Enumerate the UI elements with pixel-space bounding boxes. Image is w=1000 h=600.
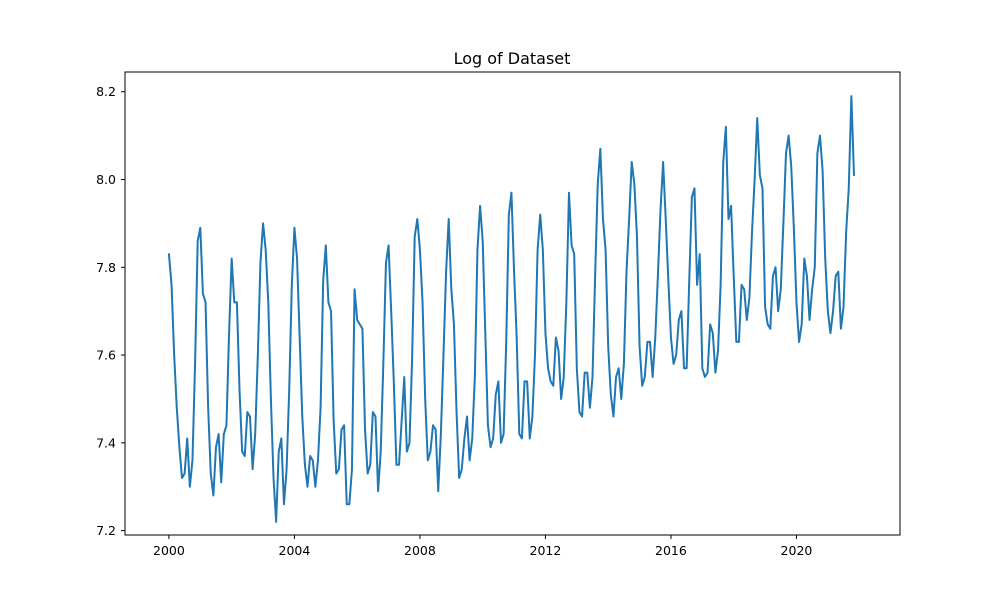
- axis-ticks: 2000 2004 2008 2012 2016 2020 7.2 7.4 7.6 7.8 8.0 8…: [96, 84, 812, 558]
- y-tick-label: 7.2: [96, 523, 116, 538]
- series-line-0: [167, 95, 855, 523]
- y-tick-label: 8.2: [96, 84, 116, 99]
- x-tick-label: 2012: [530, 543, 562, 558]
- x-tick-label: 2008: [404, 543, 436, 558]
- x-tick-label: 2000: [153, 543, 185, 558]
- y-tick-label: 7.6: [96, 348, 116, 363]
- x-tick-label: 2016: [655, 543, 687, 558]
- plot-area-frame: [124, 71, 901, 536]
- x-tick-label: 2004: [279, 543, 311, 558]
- x-tick-label: 2020: [781, 543, 813, 558]
- chart-title: Log of Dataset: [454, 49, 571, 68]
- y-tick-label: 7.8: [96, 260, 116, 275]
- y-tick-label: 7.4: [96, 435, 116, 450]
- series-layer: [167, 95, 855, 523]
- y-tick-label: 8.0: [96, 172, 116, 187]
